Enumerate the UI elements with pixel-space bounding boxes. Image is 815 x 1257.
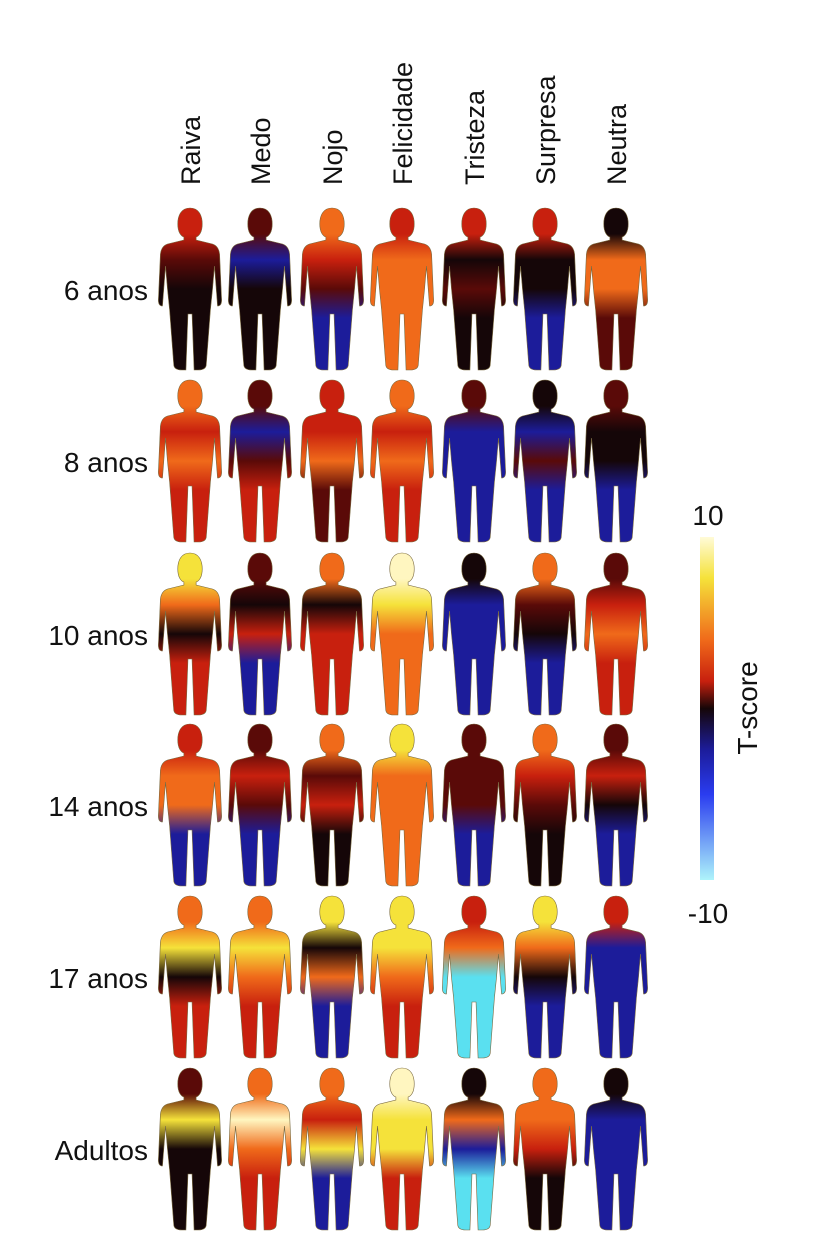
body-map bbox=[442, 207, 506, 371]
column-label: Nojo bbox=[318, 129, 348, 185]
body-map bbox=[300, 895, 364, 1059]
body-map bbox=[442, 723, 506, 887]
body-map bbox=[228, 207, 292, 371]
row-label: 8 anos bbox=[64, 447, 148, 478]
body-map bbox=[300, 379, 364, 543]
body-map bbox=[370, 207, 434, 371]
row-label: 17 anos bbox=[48, 963, 148, 994]
body-map bbox=[158, 1067, 222, 1231]
body-map bbox=[513, 723, 577, 887]
body-map bbox=[584, 895, 648, 1059]
colorbar bbox=[700, 537, 714, 880]
body-map bbox=[228, 895, 292, 1059]
body-map bbox=[158, 379, 222, 543]
row-label: 14 anos bbox=[48, 791, 148, 822]
colorbar-title: T-score bbox=[732, 661, 763, 754]
column-label: Surpresa bbox=[531, 74, 561, 185]
column-label: Medo bbox=[246, 117, 276, 185]
body-map bbox=[370, 552, 434, 716]
body-map bbox=[370, 1067, 434, 1231]
row-label: 6 anos bbox=[64, 275, 148, 306]
body-map bbox=[300, 207, 364, 371]
body-map bbox=[300, 723, 364, 887]
body-map bbox=[228, 552, 292, 716]
column-labels: Raiva Medo Nojo Felicidade Tristeza Surpresa N… bbox=[176, 62, 632, 185]
colorbar-max: 10 bbox=[692, 500, 723, 531]
colorbar-min: -10 bbox=[688, 898, 728, 929]
body-map bbox=[584, 552, 648, 716]
body-map bbox=[442, 379, 506, 543]
row-label: 10 anos bbox=[48, 620, 148, 651]
column-label: Felicidade bbox=[388, 62, 418, 185]
body-map bbox=[300, 552, 364, 716]
body-map bbox=[442, 552, 506, 716]
column-label: Raiva bbox=[176, 115, 206, 185]
body-map bbox=[442, 1067, 506, 1231]
column-label: Neutra bbox=[602, 103, 632, 185]
body-maps bbox=[158, 207, 648, 1231]
row-labels: 6 anos 8 anos 10 anos 14 anos 17 anos Adultos bbox=[48, 275, 148, 1166]
body-map bbox=[158, 552, 222, 716]
body-map bbox=[442, 895, 506, 1059]
body-map bbox=[513, 1067, 577, 1231]
row-label: Adultos bbox=[55, 1135, 148, 1166]
column-label: Tristeza bbox=[460, 89, 490, 185]
body-map bbox=[228, 1067, 292, 1231]
body-map bbox=[370, 895, 434, 1059]
body-map bbox=[584, 1067, 648, 1231]
body-map bbox=[584, 207, 648, 371]
body-map bbox=[513, 379, 577, 543]
body-map bbox=[228, 723, 292, 887]
body-map bbox=[228, 379, 292, 543]
body-map bbox=[158, 895, 222, 1059]
body-map bbox=[584, 379, 648, 543]
body-map bbox=[513, 552, 577, 716]
body-map bbox=[158, 207, 222, 371]
body-map bbox=[584, 723, 648, 887]
body-map bbox=[370, 379, 434, 543]
body-map bbox=[158, 723, 222, 887]
body-map bbox=[513, 895, 577, 1059]
body-map bbox=[370, 723, 434, 887]
body-map bbox=[300, 1067, 364, 1231]
body-map bbox=[513, 207, 577, 371]
